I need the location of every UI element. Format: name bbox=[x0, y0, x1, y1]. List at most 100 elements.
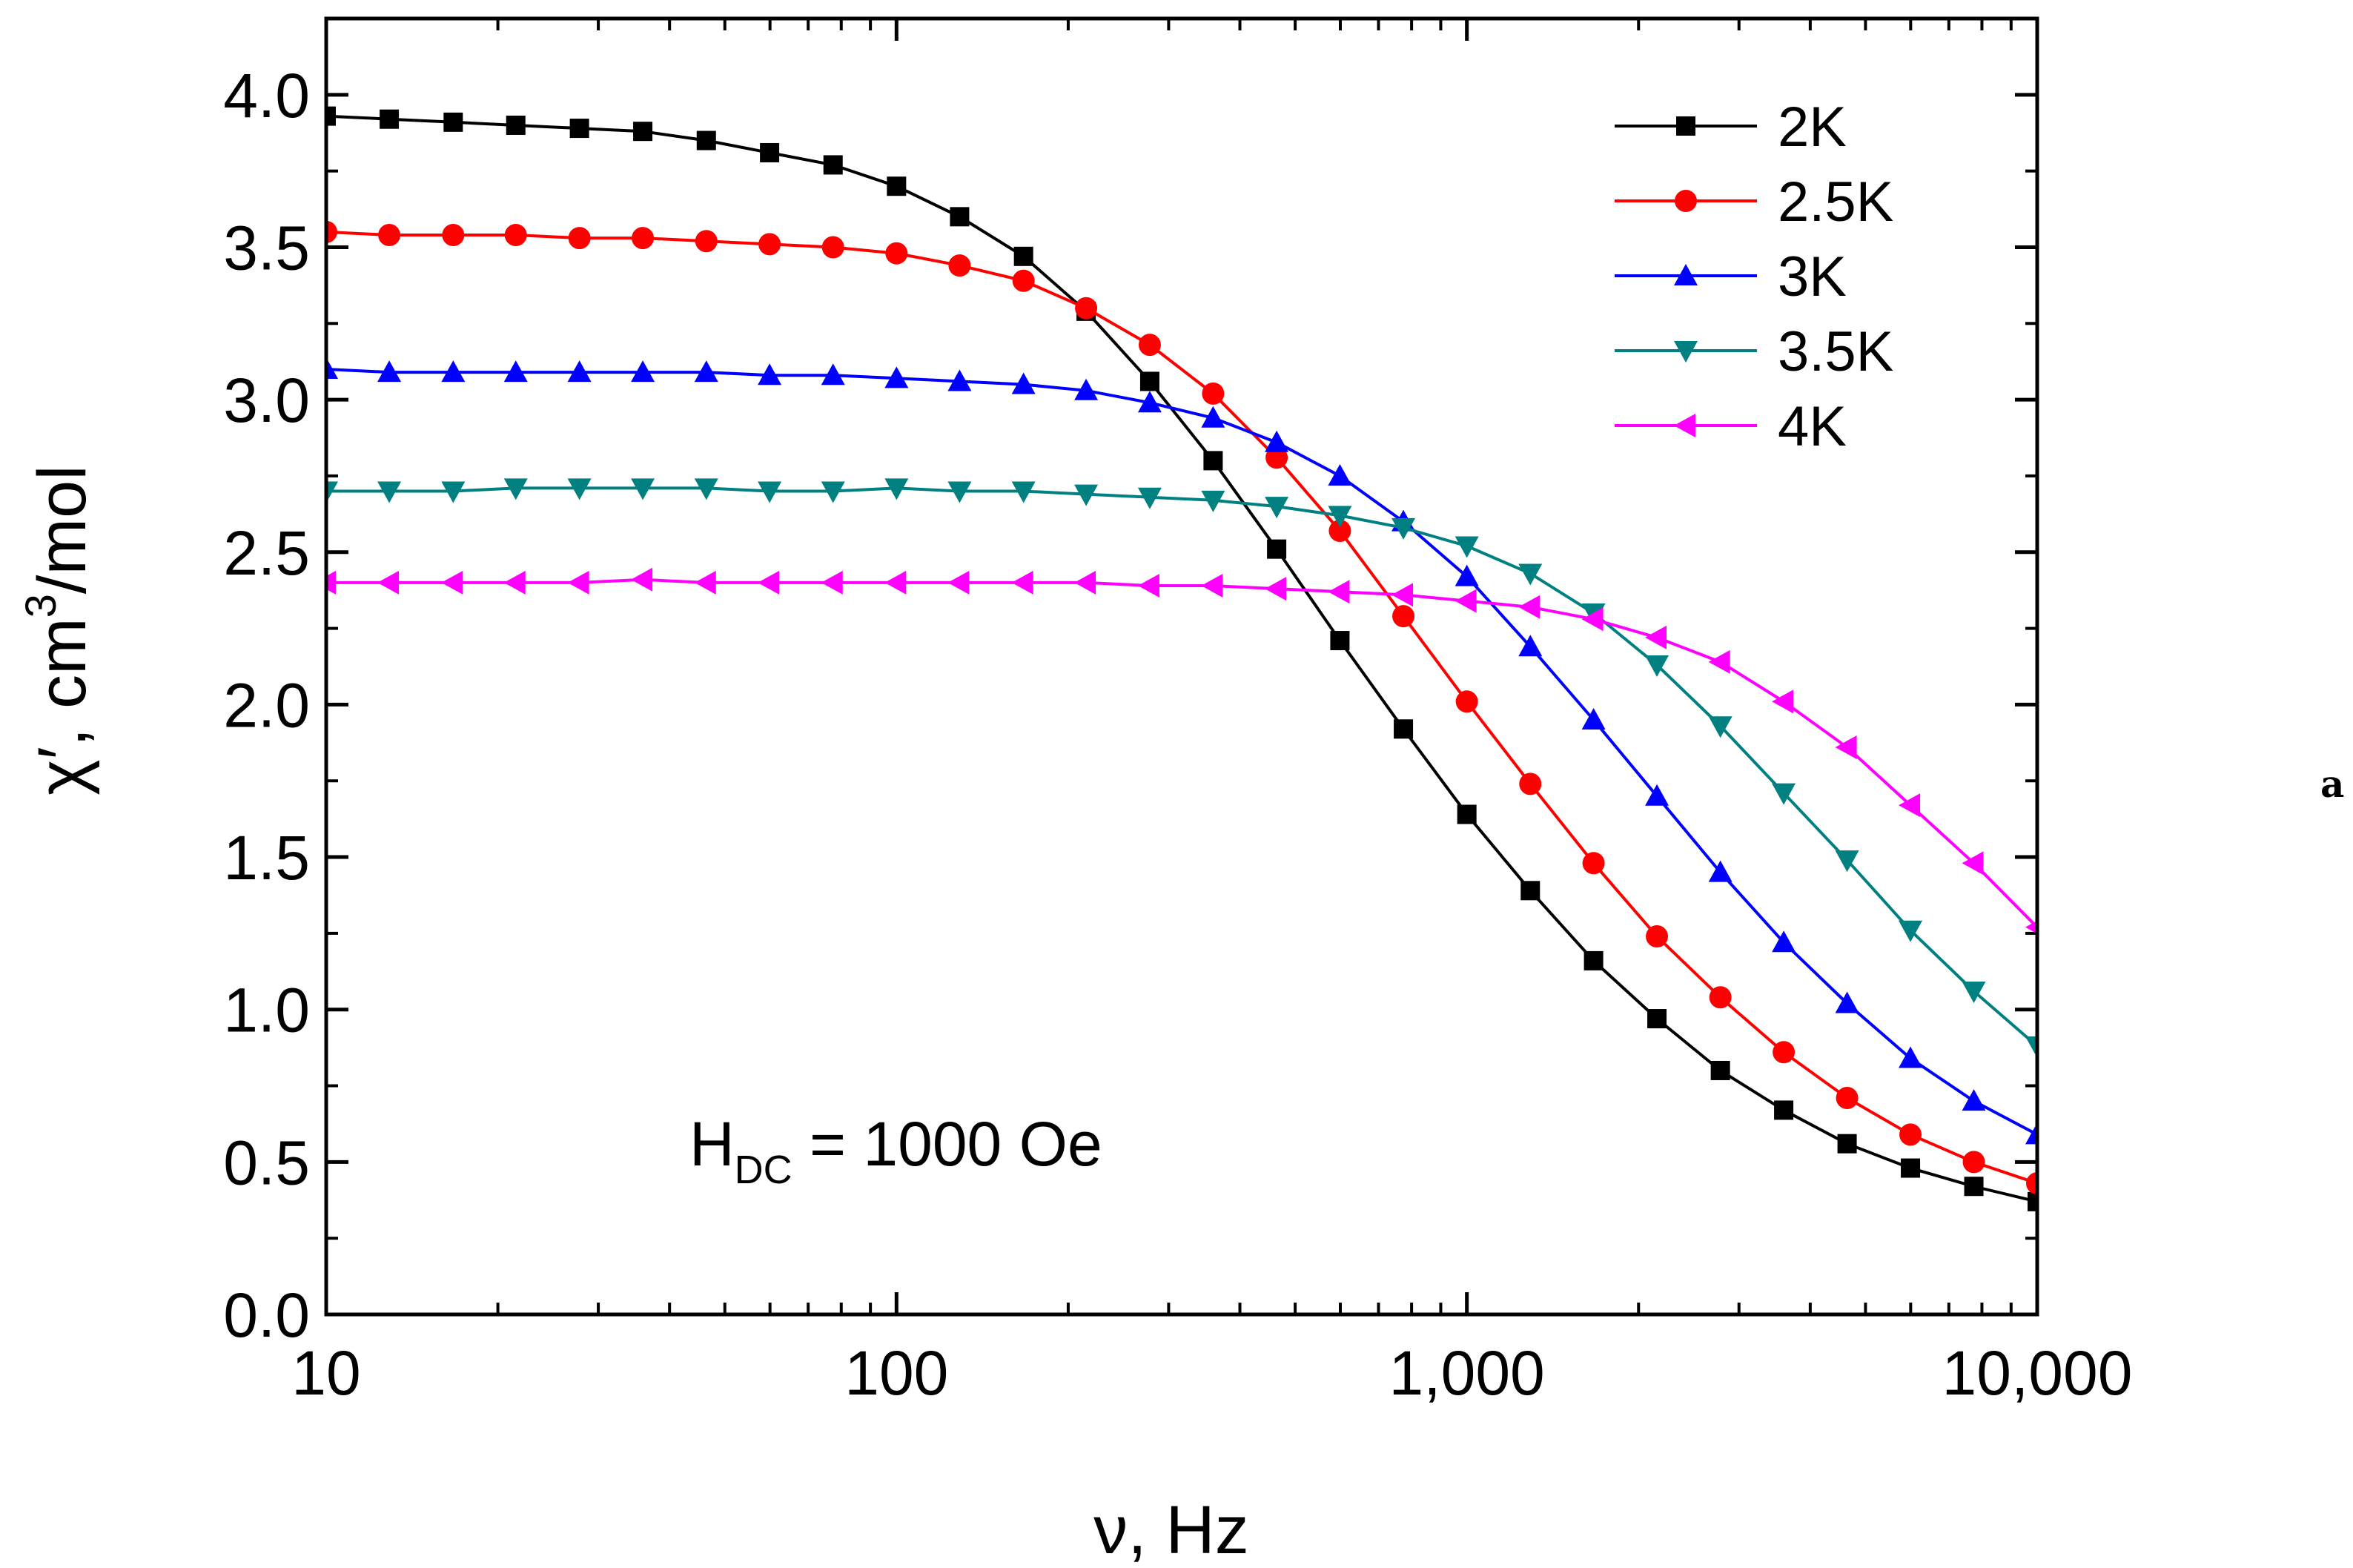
data-point-3.5K bbox=[1074, 484, 1099, 506]
data-point-3.5K bbox=[1455, 536, 1479, 558]
data-point-4K bbox=[326, 570, 336, 595]
y-axis-title-superscript: 3 bbox=[17, 594, 65, 618]
data-point-4K bbox=[1074, 570, 1096, 595]
data-point-2K bbox=[1837, 1134, 1857, 1154]
y-tick-label: 0.5 bbox=[223, 1128, 310, 1197]
data-point-2.5K bbox=[885, 242, 908, 265]
data-point-4K bbox=[377, 570, 400, 595]
y-tick-label: 1.0 bbox=[223, 976, 310, 1045]
series-4K bbox=[326, 567, 2037, 934]
field-annotation-subscript: DC bbox=[735, 1148, 792, 1192]
data-point-2.5K bbox=[1012, 269, 1035, 292]
series-line-2K bbox=[326, 114, 2037, 1203]
y-tick-label: 0.0 bbox=[223, 1280, 310, 1350]
data-point-4K bbox=[1518, 595, 1540, 619]
data-point-3K bbox=[1708, 860, 1733, 882]
data-point-4K bbox=[1137, 574, 1159, 598]
data-point-2K bbox=[569, 119, 589, 139]
data-point-4K bbox=[947, 570, 970, 595]
data-point-3K bbox=[884, 366, 909, 388]
data-point-3K bbox=[1455, 564, 1479, 586]
data-point-2K bbox=[1394, 719, 1414, 739]
data-point-3.5K bbox=[503, 478, 528, 500]
field-annotation-h: H bbox=[689, 1109, 735, 1179]
data-point-2K bbox=[1774, 1100, 1794, 1120]
data-point-3.5K bbox=[1899, 920, 1923, 942]
x-tick-label: 10 bbox=[291, 1338, 360, 1408]
plot-frame bbox=[324, 16, 2039, 1317]
data-point-3.5K bbox=[1962, 982, 1986, 1004]
data-point-3K bbox=[377, 360, 402, 383]
data-point-2.5K bbox=[1265, 446, 1288, 469]
data-point-2K bbox=[443, 112, 463, 132]
data-point-2.5K bbox=[1773, 1041, 1796, 1064]
data-point-4K bbox=[694, 570, 716, 595]
y-tick-label: 1.5 bbox=[223, 823, 310, 893]
data-point-2K bbox=[887, 176, 907, 196]
data-point-3.5K bbox=[1201, 490, 1225, 512]
series-line-2.5K bbox=[326, 230, 2037, 1185]
legend-marker bbox=[1675, 190, 1697, 212]
data-point-3K bbox=[694, 360, 718, 383]
data-point-3.5K bbox=[884, 478, 909, 500]
x-axis-title: ν, Hz bbox=[1093, 1492, 1249, 1568]
data-point-2K bbox=[823, 155, 843, 175]
data-point-2K bbox=[2028, 1191, 2037, 1211]
y-tick-label: 2.5 bbox=[223, 518, 310, 588]
data-point-3.5K bbox=[1011, 481, 1036, 503]
data-point-2K bbox=[950, 207, 970, 227]
data-point-3.5K bbox=[821, 481, 845, 503]
data-point-4K bbox=[1011, 570, 1033, 595]
data-point-3.5K bbox=[1772, 783, 1796, 805]
data-point-2.5K bbox=[442, 224, 465, 247]
data-point-2.5K bbox=[504, 224, 527, 247]
data-point-3.5K bbox=[1518, 563, 1543, 586]
data-point-2.5K bbox=[948, 254, 971, 277]
data-point-3K bbox=[1328, 463, 1352, 486]
data-point-3K bbox=[1518, 635, 1543, 657]
data-point-2K bbox=[633, 122, 653, 142]
legend-marker bbox=[1676, 116, 1695, 136]
data-point-3.5K bbox=[2025, 1036, 2037, 1059]
data-point-3K bbox=[441, 360, 466, 383]
legend-item-2K: 2K bbox=[1615, 96, 1847, 159]
y-tick-label: 2.0 bbox=[223, 670, 310, 740]
data-point-3.5K bbox=[1835, 850, 1859, 873]
data-point-3.5K bbox=[1328, 506, 1352, 528]
data-point-2.5K bbox=[1646, 924, 1669, 947]
data-point-3K bbox=[1772, 930, 1796, 953]
data-point-3.5K bbox=[1137, 487, 1162, 509]
data-point-4K bbox=[1391, 583, 1414, 607]
data-point-3K bbox=[1835, 991, 1859, 1013]
data-point-4K bbox=[1962, 851, 1984, 876]
data-point-3K bbox=[1074, 378, 1099, 400]
plot-border bbox=[324, 16, 2039, 1317]
y-tick-label: 3.0 bbox=[223, 365, 310, 435]
data-point-3K bbox=[1645, 784, 1669, 806]
data-point-3K bbox=[631, 360, 655, 383]
data-point-4K bbox=[1455, 589, 1477, 613]
legend-marker bbox=[1674, 414, 1695, 437]
data-point-3K bbox=[758, 363, 782, 386]
data-point-4K bbox=[1772, 689, 1794, 714]
data-point-2K bbox=[1267, 539, 1287, 559]
x-tick-label: 1,000 bbox=[1389, 1338, 1545, 1408]
data-point-3K bbox=[1011, 372, 1036, 394]
data-point-2.5K bbox=[632, 227, 655, 250]
data-point-2.5K bbox=[1392, 605, 1415, 628]
field-annotation: HDC = 1000 Oe bbox=[689, 1109, 1102, 1192]
field-annotation-value: = 1000 Oe bbox=[792, 1109, 1102, 1179]
data-point-2K bbox=[1964, 1177, 1984, 1197]
data-point-2.5K bbox=[1899, 1123, 1922, 1146]
data-point-2.5K bbox=[378, 224, 401, 247]
data-point-3.5K bbox=[631, 478, 655, 500]
data-point-4K bbox=[503, 570, 526, 595]
y-axis-title: χ′, cm3/mol bbox=[17, 465, 100, 795]
data-point-3.5K bbox=[694, 478, 718, 500]
data-point-2.5K bbox=[1962, 1151, 1985, 1174]
data-point-2K bbox=[760, 142, 780, 162]
legend-item-2.5K: 2.5K bbox=[1615, 171, 1893, 234]
data-point-4K bbox=[1328, 580, 1350, 604]
data-point-3K bbox=[821, 363, 845, 386]
